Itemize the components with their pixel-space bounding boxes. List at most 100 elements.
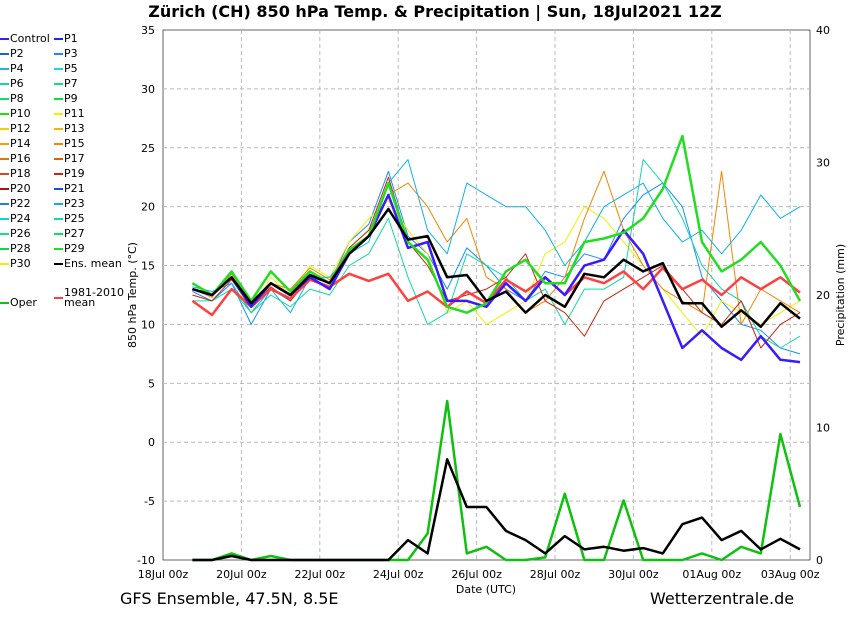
legend-label: P27 <box>64 227 85 240</box>
y-tick-label: 0 <box>148 436 155 449</box>
legend-label: Ens. mean <box>64 257 122 270</box>
legend-swatch <box>0 68 9 70</box>
legend-entry: P26 <box>0 228 31 240</box>
ens-mean-line <box>192 207 801 329</box>
y-tick-label: 20 <box>141 201 155 214</box>
x-axis-label: Date (UTC) <box>456 583 516 596</box>
legend-label: P26 <box>10 227 31 240</box>
legend-label: P28 <box>10 242 31 255</box>
legend-swatch <box>0 248 9 250</box>
y-tick-label: -10 <box>137 554 155 567</box>
legend-swatch <box>0 302 9 304</box>
x-tick-label: 28Jul 00z <box>530 568 581 581</box>
x-tick-label: 03Aug 00z <box>761 568 820 581</box>
x-tick-label: 24Jul 00z <box>373 568 424 581</box>
legend-label: P2 <box>10 47 24 60</box>
y-tick-label: 15 <box>141 260 155 273</box>
legend-entry: P30 <box>0 258 31 270</box>
legend-label: P24 <box>10 212 31 225</box>
legend-swatch <box>54 188 63 190</box>
legend-swatch <box>0 98 9 100</box>
legend-label: Control <box>10 32 50 45</box>
x-tick-label: 26Jul 00z <box>451 568 502 581</box>
legend-entry: P25 <box>54 213 85 225</box>
legend-swatch <box>54 128 63 130</box>
legend-swatch <box>0 83 9 85</box>
y2-tick-label: 10 <box>816 422 830 435</box>
y2-axis-label: Precipitation (mm) <box>834 244 847 346</box>
legend-label: P23 <box>64 197 85 210</box>
legend-entry: P6 <box>0 78 24 90</box>
legend-entry: P9 <box>54 93 78 105</box>
legend-entry: P23 <box>54 198 85 210</box>
legend-entry: P3 <box>54 48 78 60</box>
legend-entry: P20 <box>0 183 31 195</box>
legend-swatch <box>54 248 63 250</box>
legend-swatch <box>54 297 63 299</box>
legend-swatch <box>0 203 9 205</box>
legend-swatch <box>54 263 63 265</box>
member-line-p25 <box>192 159 801 349</box>
legend-entry: P13 <box>54 123 85 135</box>
legend-entry: P21 <box>54 183 85 195</box>
legend-label: Oper <box>10 296 37 309</box>
legend-entry: P1 <box>54 33 78 45</box>
legend-swatch <box>54 203 63 205</box>
oper-line <box>191 134 802 314</box>
legend-label: P16 <box>10 152 31 165</box>
y-tick-label: 5 <box>148 377 155 390</box>
legend-entry: Oper <box>0 297 37 309</box>
legend-label: P17 <box>64 152 85 165</box>
legend-swatch <box>0 188 9 190</box>
legend-label: P3 <box>64 47 78 60</box>
site-credit: Wetterzentrale.de <box>650 589 795 608</box>
legend-entry: P4 <box>0 63 24 75</box>
legend-swatch <box>0 128 9 130</box>
legend-swatch <box>54 173 63 175</box>
legend-label: P15 <box>64 137 85 150</box>
y2-tick-label: 30 <box>816 157 830 170</box>
legend-swatch <box>0 53 9 55</box>
legend-entry: P17 <box>54 153 85 165</box>
legend-label: P8 <box>10 92 24 105</box>
legend-swatch <box>0 233 9 235</box>
legend-label: P14 <box>10 137 31 150</box>
legend-swatch <box>0 158 9 160</box>
legend-swatch <box>54 233 63 235</box>
y-axis-label: 850 hPa Temp. (°C) <box>126 242 139 348</box>
legend-swatch <box>54 98 63 100</box>
legend-swatch <box>0 113 9 115</box>
legend-entry: P11 <box>54 108 85 120</box>
x-tick-label: 20Jul 00z <box>216 568 267 581</box>
legend-entry: P29 <box>54 243 85 255</box>
x-tick-label: 01Aug 00z <box>682 568 741 581</box>
legend-label: 1981-2010 mean <box>64 286 124 309</box>
y2-tick-label: 0 <box>816 554 823 567</box>
legend-label: P7 <box>64 77 78 90</box>
legend-entry: P24 <box>0 213 31 225</box>
ens-mean-precip-line <box>192 458 801 562</box>
legend-swatch <box>0 143 9 145</box>
legend-label: P13 <box>64 122 85 135</box>
legend-label: P9 <box>64 92 78 105</box>
y-tick-label: 30 <box>141 83 155 96</box>
legend-swatch <box>54 83 63 85</box>
x-tick-label: 22Jul 00z <box>295 568 346 581</box>
legend-swatch <box>54 38 63 40</box>
legend-swatch <box>54 53 63 55</box>
y-tick-label: 35 <box>141 24 155 37</box>
legend-label: P25 <box>64 212 85 225</box>
legend-swatch <box>54 68 63 70</box>
legend-entry: P28 <box>0 243 31 255</box>
legend-label: P21 <box>64 182 85 195</box>
y-tick-label: 25 <box>141 142 155 155</box>
legend-swatch <box>54 143 63 145</box>
legend-label: P19 <box>64 167 85 180</box>
x-tick-label: 30Jul 00z <box>608 568 659 581</box>
legend-entry: P12 <box>0 123 31 135</box>
legend-entry: Control <box>0 33 50 45</box>
legend-label: P30 <box>10 257 31 270</box>
chart-title: Zürich (CH) 850 hPa Temp. & Precipitatio… <box>148 2 722 21</box>
